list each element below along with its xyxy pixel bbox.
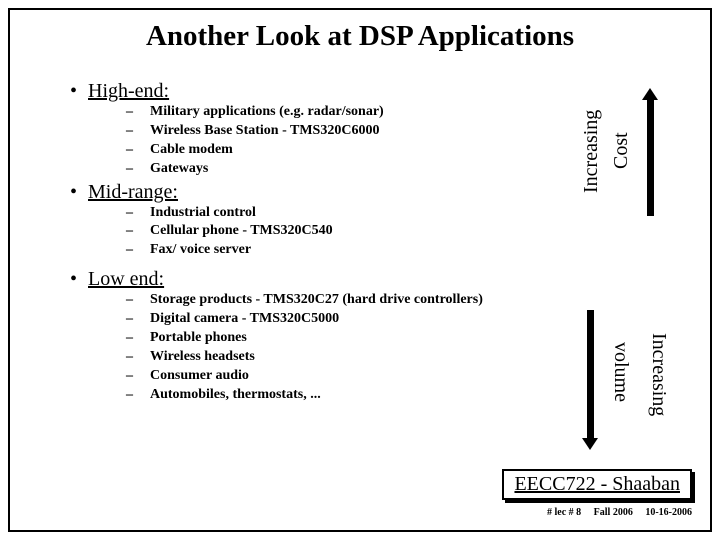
bullet-high-end: •High-end: xyxy=(70,80,550,103)
footer-course-box: EECC722 - Shaaban xyxy=(502,469,692,500)
heading-text: High-end: xyxy=(88,80,169,102)
heading-text: Mid-range: xyxy=(88,181,178,203)
footer-meta: # lec # 8 Fall 2006 10-16-2006 xyxy=(537,507,692,518)
footer-date: 10-16-2006 xyxy=(645,507,692,518)
footer-course-text: EECC722 - Shaaban xyxy=(514,473,680,495)
sub-item: –Storage products - TMS320C27 (hard driv… xyxy=(126,291,550,310)
sub-item: –Cable modem xyxy=(126,141,550,160)
slide-title: Another Look at DSP Applications xyxy=(10,10,710,53)
sub-item: –Industrial control xyxy=(126,204,550,223)
sub-item: –Automobiles, thermostats, ... xyxy=(126,386,550,405)
sub-item: –Military applications (e.g. radar/sonar… xyxy=(126,103,550,122)
cost-label: Cost xyxy=(610,116,634,186)
bullet-mid-range: •Mid-range: xyxy=(70,181,550,204)
increasing-label-bottom: Increasing xyxy=(646,310,670,440)
sub-item: –Cellular phone - TMS320C540 xyxy=(126,222,550,241)
volume-label: volume xyxy=(608,322,632,422)
sub-item: –Digital camera - TMS320C5000 xyxy=(126,310,550,329)
arrow-down-icon xyxy=(584,310,598,450)
sub-item: –Wireless Base Station - TMS320C6000 xyxy=(126,122,550,141)
slide-content: •High-end: –Military applications (e.g. … xyxy=(70,74,550,405)
footer-term: Fall 2006 xyxy=(594,507,633,518)
bullet-low-end: •Low end: xyxy=(70,268,550,291)
footer-lec: # lec # 8 xyxy=(547,507,581,518)
sub-item: –Portable phones xyxy=(126,329,550,348)
arrow-up-icon xyxy=(644,88,658,216)
increasing-label-top: Increasing xyxy=(580,96,604,206)
sub-item: –Wireless headsets xyxy=(126,348,550,367)
heading-text: Low end: xyxy=(88,268,164,290)
sub-item: –Consumer audio xyxy=(126,367,550,386)
sub-item: –Fax/ voice server xyxy=(126,241,550,260)
slide-frame: Another Look at DSP Applications •High-e… xyxy=(8,8,712,532)
sub-item: –Gateways xyxy=(126,160,550,179)
